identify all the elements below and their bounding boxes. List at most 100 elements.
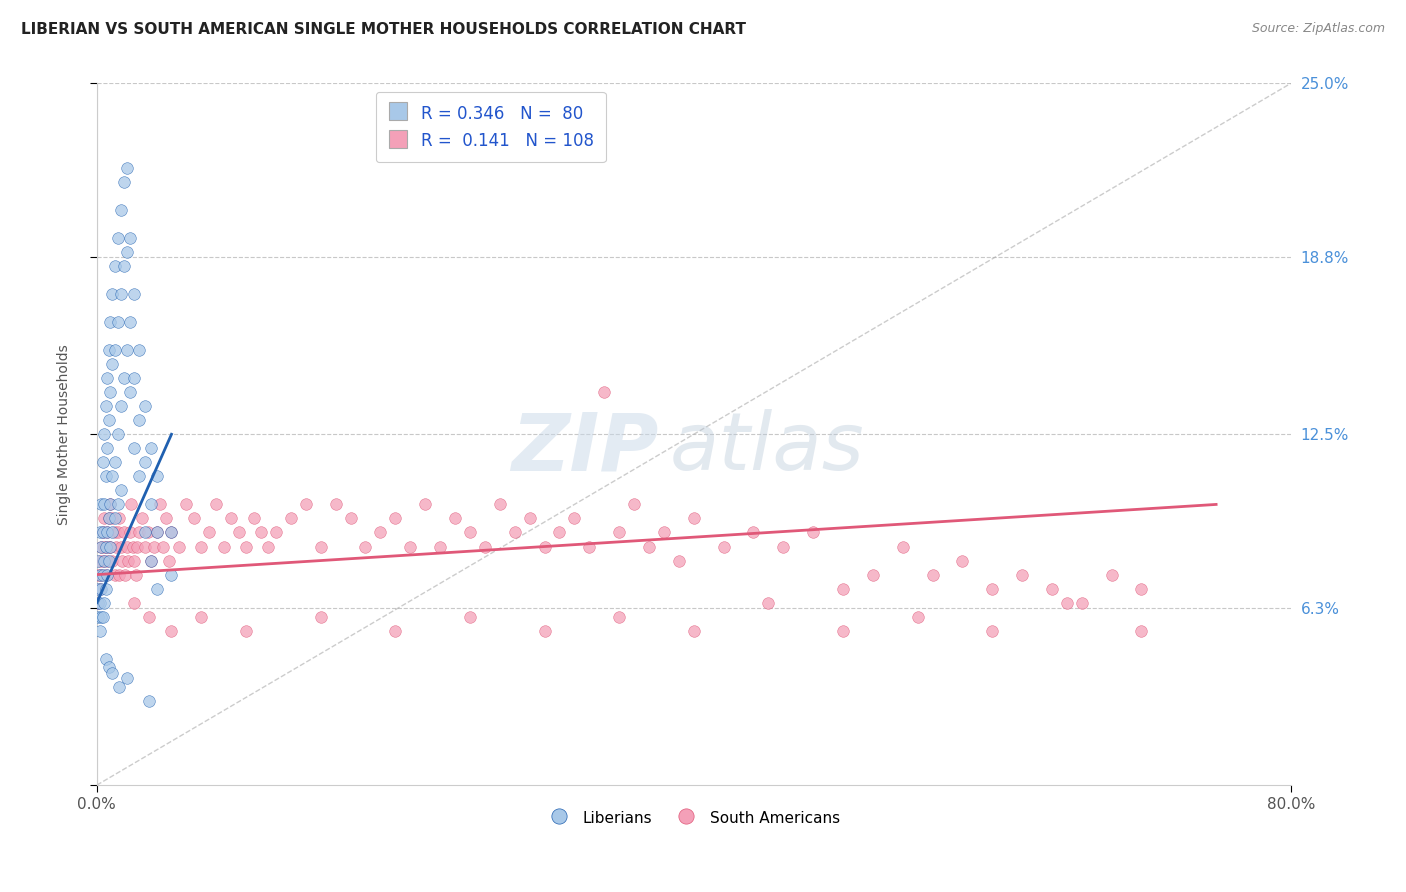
Point [682,511,704,525]
Point [1130,582,1153,596]
Point [142,540,165,554]
Point [564,511,586,525]
Point [578,540,600,554]
Point [98,498,121,512]
Point [444,511,467,525]
Point [110,202,132,217]
Point [96,525,118,540]
Point [713,540,735,554]
Point [89,624,111,638]
Point [104,511,127,525]
Point [1070,596,1092,610]
Point [115,161,138,175]
Point [87,596,110,610]
Point [94,540,117,554]
Point [101,553,124,567]
Point [139,498,162,512]
Point [91,525,114,540]
Point [112,175,135,189]
Point [155,511,177,525]
Point [87,582,110,596]
Point [112,525,135,540]
Point [488,498,510,512]
Point [91,609,114,624]
Point [110,399,132,413]
Point [91,525,114,540]
Point [384,511,406,525]
Point [198,525,221,540]
Point [97,511,120,525]
Point [90,582,112,596]
Point [139,442,162,456]
Point [607,609,630,624]
Point [87,567,110,582]
Point [90,540,112,554]
Point [118,231,141,245]
Point [89,553,111,567]
Point [118,385,141,400]
Point [89,596,111,610]
Point [90,498,112,512]
Point [93,540,115,554]
Point [1130,624,1153,638]
Point [134,525,156,540]
Legend: Liberians, South Americans: Liberians, South Americans [541,803,846,834]
Point [128,343,150,357]
Point [87,609,110,624]
Point [772,540,794,554]
Point [117,553,139,567]
Point [264,525,287,540]
Point [1011,567,1033,582]
Point [152,540,174,554]
Point [90,567,112,582]
Point [862,567,884,582]
Point [145,525,167,540]
Point [235,540,257,554]
Text: Source: ZipAtlas.com: Source: ZipAtlas.com [1251,22,1385,36]
Point [952,553,974,567]
Point [124,567,146,582]
Point [139,553,162,567]
Point [533,624,555,638]
Point [94,652,117,666]
Point [108,567,131,582]
Point [96,371,118,385]
Point [325,498,347,512]
Point [280,511,302,525]
Point [474,540,496,554]
Point [98,540,121,554]
Point [128,525,150,540]
Point [503,525,526,540]
Point [122,553,145,567]
Point [93,596,115,610]
Text: ZIP: ZIP [510,409,658,487]
Point [121,540,143,554]
Point [399,540,422,554]
Point [758,596,780,610]
Point [94,399,117,413]
Point [93,553,115,567]
Point [90,540,112,554]
Point [89,567,111,582]
Point [98,540,121,554]
Point [110,540,132,554]
Point [98,385,121,400]
Point [593,385,616,400]
Point [652,525,675,540]
Point [607,525,630,540]
Point [98,315,121,329]
Point [105,540,128,554]
Point [294,498,316,512]
Point [87,596,110,610]
Point [157,553,180,567]
Point [832,582,855,596]
Point [339,511,361,525]
Point [101,511,124,525]
Point [118,525,141,540]
Point [98,498,121,512]
Point [115,343,138,357]
Point [127,540,149,554]
Point [205,498,228,512]
Point [115,244,138,259]
Point [111,553,134,567]
